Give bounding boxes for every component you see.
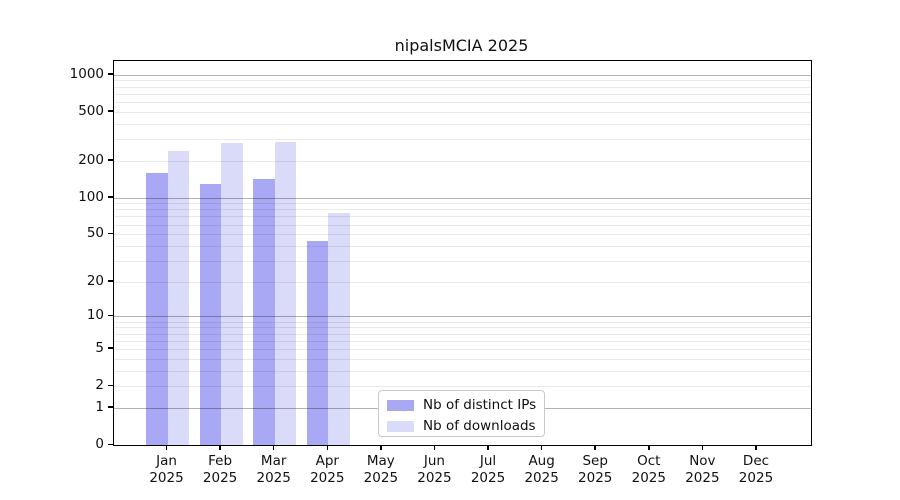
gridline-1000 <box>114 74 811 76</box>
y-tick-label-1000: 1000 <box>69 65 104 82</box>
x-tick-oct <box>648 445 650 450</box>
bar-nb-of-distinct-ips-feb <box>199 183 222 445</box>
bar-nb-of-downloads-mar <box>274 141 297 445</box>
gridline-80 <box>114 209 811 211</box>
y-tick-10 <box>108 314 113 317</box>
chart-title: nipalsMCIA 2025 <box>394 36 529 55</box>
x-tick-label-sep: Sep 2025 <box>578 453 613 486</box>
y-tick-label-100: 100 <box>78 188 104 205</box>
gridline-5 <box>114 348 811 350</box>
gridline-60 <box>114 224 811 226</box>
legend-swatch-distinct-ips <box>387 399 414 411</box>
gridline-7 <box>114 333 811 335</box>
bar-nb-of-downloads-feb <box>221 142 243 445</box>
gridline-200 <box>114 160 811 162</box>
y-tick-label-500: 500 <box>78 102 104 119</box>
y-tick-0 <box>108 443 113 445</box>
x-tick-apr <box>326 445 329 450</box>
x-tick-label-may: May 2025 <box>363 453 399 486</box>
bar-nb-of-distinct-ips-jan <box>146 172 168 445</box>
y-tick-label-200: 200 <box>78 151 104 168</box>
y-tick-1 <box>108 406 113 408</box>
y-tick-label-20: 20 <box>86 272 104 289</box>
x-tick-feb <box>219 445 221 450</box>
x-tick-dec <box>755 445 757 450</box>
gridline-700 <box>114 93 811 95</box>
x-tick-jul <box>487 445 489 450</box>
x-tick-mar <box>272 445 275 450</box>
bar-nb-of-downloads-apr <box>328 212 350 445</box>
gridline-2 <box>114 386 811 388</box>
gridline-3 <box>114 370 811 372</box>
x-tick-label-feb: Feb 2025 <box>202 453 238 486</box>
legend: Nb of distinct IPs Nb of downloads <box>378 390 545 437</box>
x-tick-aug <box>540 445 543 450</box>
y-tick-label-1: 1 <box>95 398 104 415</box>
y-tick-200 <box>108 159 113 161</box>
gridline-4 <box>114 358 811 360</box>
x-tick-label-nov: Nov 2025 <box>685 453 720 486</box>
bar-nb-of-distinct-ips-mar <box>253 178 275 445</box>
gridline-9 <box>114 321 811 323</box>
gridline-400 <box>114 123 811 125</box>
legend-swatch-downloads <box>387 420 414 432</box>
gridline-6 <box>114 340 811 342</box>
gridline-500 <box>114 111 811 113</box>
y-tick-label-50: 50 <box>86 225 104 242</box>
gridline-70 <box>114 216 811 218</box>
y-tick-100 <box>108 196 113 198</box>
x-tick-jan <box>165 445 168 450</box>
x-tick-nov <box>701 445 704 450</box>
gridline-20 <box>114 281 811 283</box>
x-tick-label-jan: Jan 2025 <box>149 453 184 486</box>
plot-area <box>113 60 812 446</box>
y-tick-label-0: 0 <box>95 436 104 452</box>
y-tick-5 <box>108 347 113 349</box>
legend-label-distinct-ips: Nb of distinct IPs <box>423 397 537 413</box>
gridline-10 <box>114 316 811 318</box>
x-tick-label-oct: Oct 2025 <box>631 453 666 486</box>
gridline-50 <box>114 234 811 236</box>
bar-nb-of-distinct-ips-apr <box>306 240 329 445</box>
y-tick-label-2: 2 <box>95 377 104 394</box>
x-tick-jun <box>433 445 436 450</box>
x-tick-sep <box>594 445 596 450</box>
gridline-90 <box>114 203 811 205</box>
gridline-600 <box>114 101 811 103</box>
y-tick-2 <box>108 384 113 387</box>
y-tick-label-10: 10 <box>86 307 104 324</box>
y-tick-500 <box>108 110 113 112</box>
gridline-40 <box>114 245 811 247</box>
legend-item-distinct-ips: Nb of distinct IPs <box>379 396 536 414</box>
legend-label-downloads: Nb of downloads <box>423 418 536 434</box>
x-tick-label-jun: Jun 2025 <box>417 453 452 486</box>
x-tick-may <box>380 445 382 450</box>
y-tick-20 <box>108 280 113 282</box>
gridline-100 <box>114 197 811 199</box>
bar-nb-of-downloads-jan <box>167 150 189 445</box>
gridline-8 <box>114 327 811 329</box>
y-tick-1000 <box>108 73 113 75</box>
legend-item-downloads: Nb of downloads <box>379 417 536 435</box>
y-tick-50 <box>108 232 113 235</box>
gridline-30 <box>114 260 811 262</box>
x-tick-label-apr: Apr 2025 <box>310 453 345 486</box>
x-tick-label-jul: Jul 2025 <box>470 453 506 486</box>
gridline-300 <box>114 139 811 141</box>
x-tick-label-mar: Mar 2025 <box>256 453 291 486</box>
y-tick-label-5: 5 <box>95 339 104 356</box>
gridline-800 <box>114 86 811 88</box>
gridline-900 <box>114 80 811 82</box>
x-tick-label-aug: Aug 2025 <box>524 453 559 486</box>
x-tick-label-dec: Dec 2025 <box>738 453 774 486</box>
